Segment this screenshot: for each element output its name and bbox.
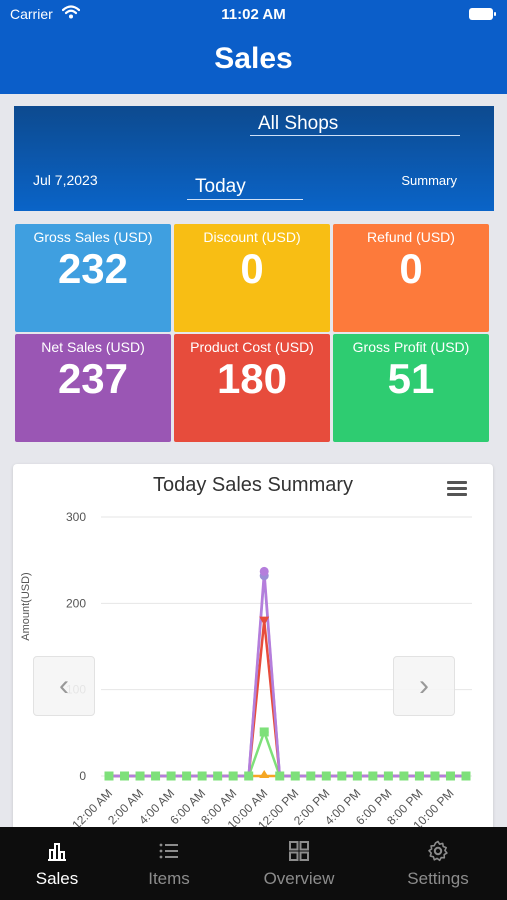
tab-settings[interactable]: Settings bbox=[375, 827, 501, 900]
data-point bbox=[244, 771, 254, 781]
sales-line-chart: 0100200300Amount(USD)12:00 AM2:00 AM4:00… bbox=[20, 510, 472, 832]
data-point bbox=[135, 771, 145, 781]
data-point bbox=[399, 771, 409, 781]
data-point bbox=[228, 771, 238, 781]
tile-label: Product Cost (USD) bbox=[190, 339, 314, 355]
data-point bbox=[368, 771, 378, 781]
data-point bbox=[182, 771, 192, 781]
net-sales-tile[interactable]: Net Sales (USD) 237 bbox=[15, 334, 171, 442]
summary-link[interactable]: Summary bbox=[401, 173, 457, 188]
list-icon bbox=[159, 843, 178, 859]
data-point bbox=[337, 771, 347, 781]
grid-icon bbox=[289, 841, 309, 861]
data-point bbox=[383, 771, 393, 781]
tile-label: Gross Sales (USD) bbox=[33, 229, 153, 245]
period-select[interactable]: Today bbox=[187, 174, 303, 200]
tab-label: Overview bbox=[263, 869, 335, 888]
data-point bbox=[306, 771, 316, 781]
x-tick-label: 12:00 AM bbox=[69, 786, 115, 832]
wifi-icon bbox=[62, 5, 80, 19]
filter-panel: All Shops Jul 7,2023 Today Summary bbox=[14, 106, 494, 211]
status-bar: Carrier 11:02 AM bbox=[0, 0, 507, 30]
data-point bbox=[461, 771, 471, 781]
data-point bbox=[352, 771, 362, 781]
sales-chart-card: 0100200300Amount(USD)12:00 AM2:00 AM4:00… bbox=[13, 464, 493, 834]
data-point bbox=[151, 771, 161, 781]
prev-arrow-button[interactable]: ‹ bbox=[33, 656, 95, 716]
data-point bbox=[414, 771, 424, 781]
tab-label: Settings bbox=[407, 869, 469, 888]
discount-tile[interactable]: Discount (USD) 0 bbox=[174, 224, 330, 332]
tile-value: 232 bbox=[57, 245, 129, 292]
tile-label: Gross Profit (USD) bbox=[352, 339, 470, 355]
tile-value: 51 bbox=[387, 355, 435, 402]
bar-chart-icon bbox=[48, 843, 66, 861]
menu-icon[interactable] bbox=[447, 481, 467, 497]
data-point bbox=[259, 616, 270, 626]
data-point bbox=[259, 566, 269, 576]
data-point bbox=[259, 727, 269, 737]
tab-label: Items bbox=[148, 869, 190, 888]
y-axis-label: Amount(USD) bbox=[20, 572, 32, 640]
tile-label: Net Sales (USD) bbox=[41, 339, 145, 355]
refund-tile[interactable]: Refund (USD) 0 bbox=[333, 224, 489, 332]
page-title: Sales bbox=[214, 42, 293, 75]
data-point bbox=[166, 771, 176, 781]
tab-items[interactable]: Items bbox=[106, 827, 232, 900]
data-point bbox=[290, 771, 300, 781]
chart-title: Today Sales Summary bbox=[152, 474, 354, 496]
data-point bbox=[213, 771, 223, 781]
next-arrow-button[interactable]: › bbox=[393, 656, 455, 716]
y-tick-label: 300 bbox=[66, 510, 86, 524]
data-point bbox=[430, 771, 440, 781]
carrier-label: Carrier bbox=[10, 6, 53, 22]
tile-value: 0 bbox=[240, 245, 264, 292]
series-line bbox=[109, 730, 466, 778]
tab-label: Sales bbox=[35, 869, 79, 888]
data-point bbox=[197, 771, 207, 781]
battery-icon bbox=[469, 8, 496, 20]
date-label: Jul 7,2023 bbox=[33, 172, 98, 188]
shop-select[interactable]: All Shops bbox=[250, 112, 460, 136]
product-cost-tile[interactable]: Product Cost (USD) 180 bbox=[174, 334, 330, 442]
tile-value: 180 bbox=[216, 355, 288, 402]
data-point bbox=[445, 771, 455, 781]
gear-icon bbox=[428, 840, 448, 862]
tab-overview[interactable]: Overview bbox=[236, 827, 362, 900]
data-point bbox=[104, 771, 114, 781]
data-point bbox=[259, 770, 270, 778]
clock: 11:02 AM bbox=[221, 6, 286, 23]
tab-sales[interactable]: Sales bbox=[0, 827, 120, 900]
y-tick-label: 0 bbox=[79, 769, 86, 783]
gross-sales-tile[interactable]: Gross Sales (USD) 232 bbox=[15, 224, 171, 332]
tile-value: 237 bbox=[57, 355, 129, 402]
tile-value: 0 bbox=[399, 245, 423, 292]
data-point bbox=[321, 771, 331, 781]
data-point bbox=[120, 771, 130, 781]
gross-profit-tile[interactable]: Gross Profit (USD) 51 bbox=[333, 334, 489, 442]
tile-label: Refund (USD) bbox=[367, 229, 455, 245]
tile-label: Discount (USD) bbox=[203, 229, 301, 245]
header-bar: Carrier 11:02 AM Sales bbox=[0, 0, 507, 94]
y-tick-label: 200 bbox=[66, 596, 86, 610]
data-point bbox=[275, 771, 285, 781]
tab-bar: Sales Items Overview Settings bbox=[0, 827, 507, 900]
